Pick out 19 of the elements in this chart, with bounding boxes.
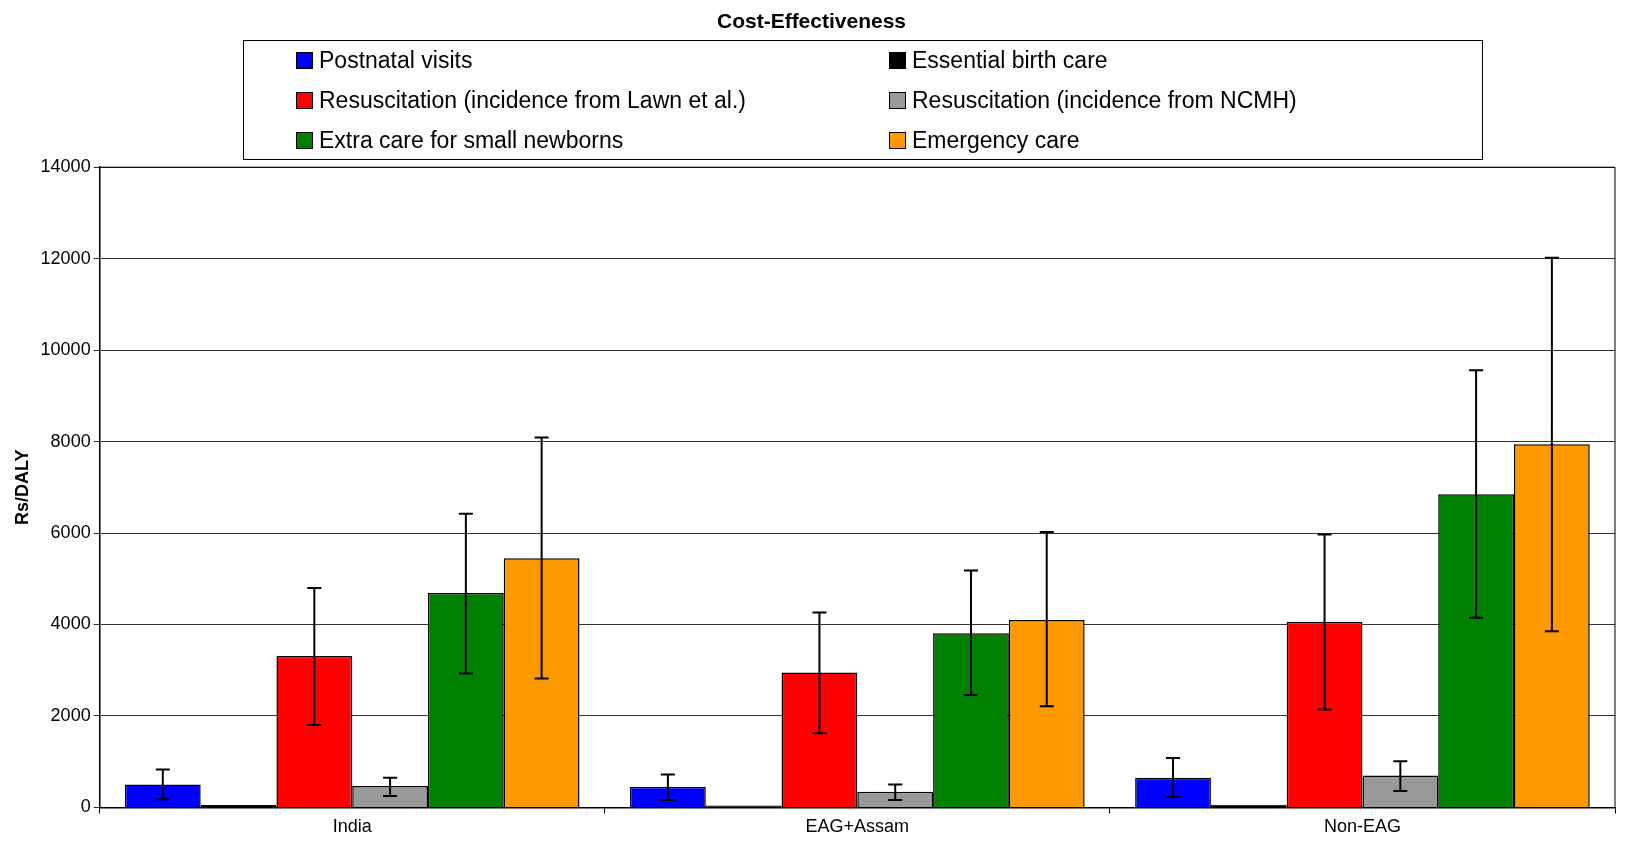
x-tick-label: Non-EAG bbox=[1323, 816, 1401, 837]
y-tick-label: 14000 bbox=[40, 156, 91, 177]
legend-label: Resuscitation (incidence from Lawn et al.) bbox=[319, 86, 746, 114]
legend-label: Extra care for small newborns bbox=[319, 126, 624, 154]
y-tick-label: 0 bbox=[80, 796, 91, 817]
x-tick-label: India bbox=[332, 816, 373, 837]
y-tick-label: 8000 bbox=[50, 430, 91, 451]
chart-title: Cost-Effectiveness bbox=[716, 9, 907, 33]
y-tick-label: 12000 bbox=[40, 247, 91, 268]
y-tick-label: 2000 bbox=[50, 704, 91, 725]
y-tick-label: 10000 bbox=[40, 339, 91, 360]
legend-label: Essential birth care bbox=[912, 46, 1108, 74]
y-axis-title: Rs/DALY bbox=[11, 449, 32, 525]
legend-label: Postnatal visits bbox=[319, 46, 473, 74]
y-tick-label: 6000 bbox=[50, 522, 91, 542]
y-tick-label: 4000 bbox=[50, 613, 91, 634]
legend-label: Emergency care bbox=[912, 126, 1080, 154]
x-tick-label: EAG+Assam bbox=[805, 816, 910, 837]
legend-label: Resuscitation (incidence from NCMH) bbox=[912, 86, 1297, 114]
